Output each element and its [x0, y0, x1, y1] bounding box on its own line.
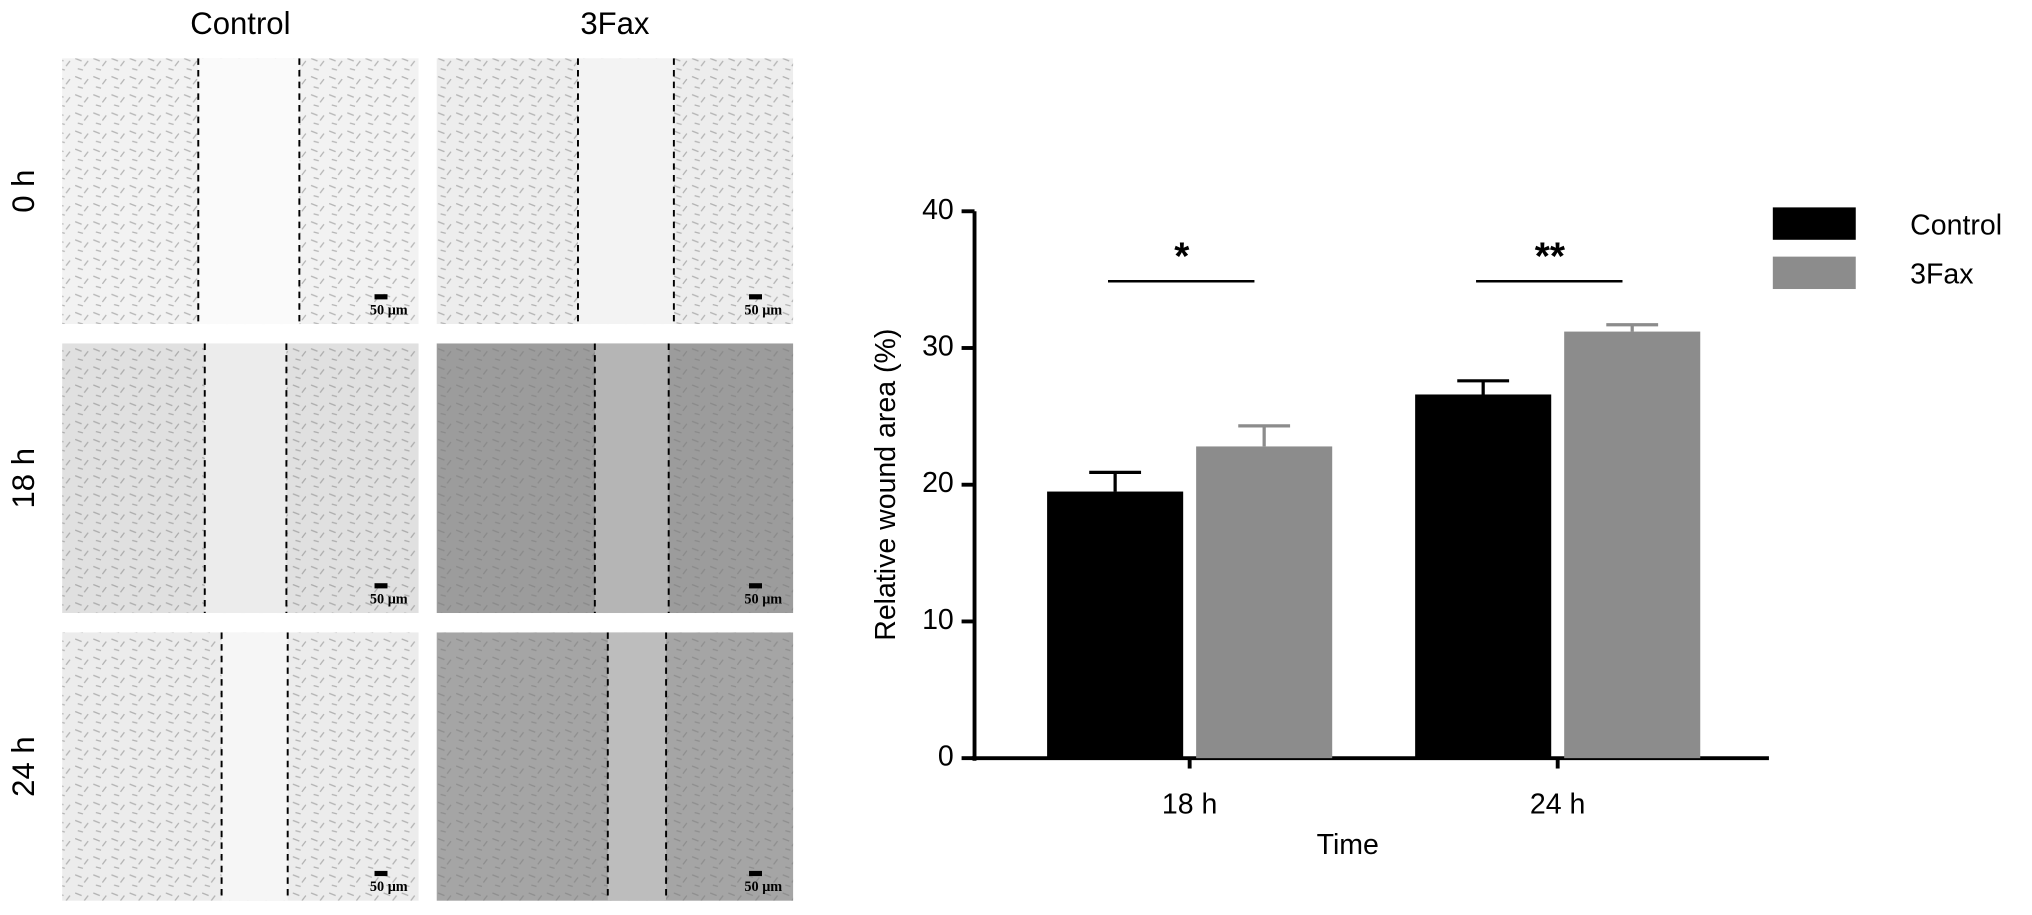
y-tick-label: 40 — [922, 194, 954, 226]
scale-bar — [749, 294, 762, 300]
error-bar — [1089, 470, 1142, 492]
y-tick-label: 0 — [938, 741, 954, 773]
scale-bar-label: 50 μm — [744, 879, 782, 895]
wound-gap — [607, 632, 667, 901]
scale-bar-label: 50 μm — [744, 591, 782, 607]
wound-gap — [577, 58, 674, 325]
scale-bar-label: 50 μm — [370, 879, 408, 895]
scale-bar-label: 50 μm — [744, 302, 782, 318]
x-tick-label: 24 h — [1530, 789, 1585, 821]
error-bar — [1238, 424, 1291, 447]
wound-gap — [198, 58, 300, 325]
scale-bar — [374, 294, 388, 300]
scale-bar — [749, 870, 762, 877]
row-label: 0 h — [6, 170, 41, 213]
legend-label: 3Fax — [1910, 259, 1973, 291]
scale-bar-label: 50 μm — [370, 591, 408, 607]
y-axis-title: Relative wound area (%) — [870, 329, 902, 641]
column-label: 3Fax — [580, 6, 650, 41]
row-label: 24 h — [6, 736, 41, 797]
error-bar — [1606, 323, 1659, 332]
column-label: Control — [190, 6, 290, 41]
wound-gap — [221, 632, 288, 901]
y-tick-label: 30 — [922, 331, 954, 363]
significance-label: * — [1174, 235, 1190, 278]
bar — [1564, 331, 1701, 759]
scale-bar — [749, 583, 762, 589]
scale-bar — [374, 870, 388, 877]
x-tick-label: 18 h — [1162, 789, 1217, 821]
scale-bar-label: 50 μm — [370, 302, 408, 318]
wound-gap — [594, 343, 669, 614]
bar — [1415, 394, 1552, 759]
bar — [1196, 446, 1333, 759]
x-axis-title: Time — [1317, 829, 1379, 861]
legend-swatch — [1772, 256, 1856, 290]
legend-label: Control — [1910, 209, 2002, 241]
bar — [1047, 491, 1184, 759]
row-label: 18 h — [6, 448, 41, 509]
scale-bar — [374, 583, 388, 589]
wound-gap — [204, 343, 287, 614]
error-bar — [1457, 379, 1510, 395]
legend-swatch — [1772, 207, 1856, 240]
y-tick-label: 20 — [922, 467, 954, 499]
significance-label: ** — [1535, 235, 1566, 278]
y-tick-label: 10 — [922, 604, 954, 636]
